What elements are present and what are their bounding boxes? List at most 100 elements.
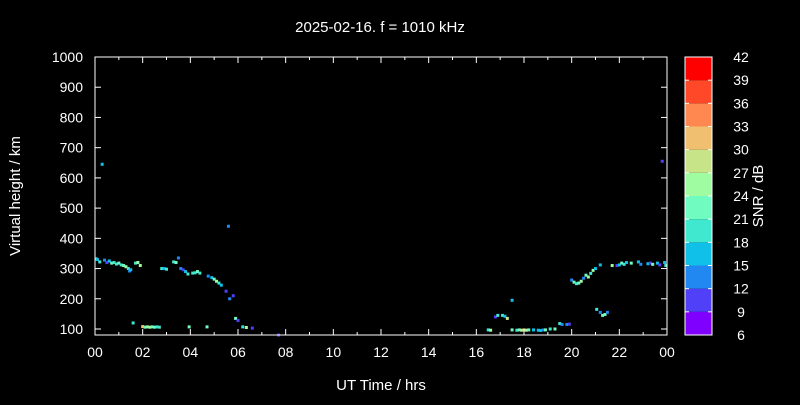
y-tick-label: 1000 xyxy=(52,49,83,65)
data-point xyxy=(586,275,590,279)
data-point xyxy=(153,325,157,329)
data-points xyxy=(94,159,668,337)
data-point xyxy=(155,325,159,329)
colorbar-tick-label: 21 xyxy=(733,211,749,227)
data-point xyxy=(172,260,176,264)
colorbar-bin xyxy=(685,288,712,312)
data-point xyxy=(622,262,626,266)
data-point xyxy=(157,325,161,329)
colorbar-tick-label: 15 xyxy=(733,258,749,274)
data-point xyxy=(95,257,99,261)
colorbar-bin xyxy=(685,126,712,150)
x-tick-label: 00 xyxy=(87,344,103,360)
data-point xyxy=(577,281,581,285)
data-point xyxy=(236,319,240,323)
x-tick-label: 10 xyxy=(326,344,342,360)
data-point xyxy=(520,328,524,332)
data-point xyxy=(505,316,509,320)
colorbar-tick-label: 33 xyxy=(733,119,749,135)
data-point xyxy=(639,262,643,266)
data-point xyxy=(620,261,624,265)
colorbar-bin xyxy=(685,57,712,81)
data-point xyxy=(193,271,197,275)
data-point xyxy=(150,325,154,329)
data-point xyxy=(187,325,191,329)
data-point xyxy=(510,298,514,302)
colorbar-bin xyxy=(685,219,712,243)
x-tick-label: 00 xyxy=(659,344,675,360)
y-tick-label: 800 xyxy=(60,109,84,125)
data-point xyxy=(117,261,121,265)
colorbar-tick-label: 9 xyxy=(737,304,745,320)
data-point xyxy=(250,326,254,330)
data-point xyxy=(179,267,183,271)
data-point xyxy=(184,270,188,274)
data-point xyxy=(103,258,107,262)
data-point xyxy=(651,262,655,266)
data-point xyxy=(658,263,662,267)
data-point xyxy=(503,314,507,318)
data-point xyxy=(228,297,232,301)
data-point xyxy=(595,307,599,311)
data-point xyxy=(145,325,149,329)
data-point xyxy=(594,267,597,271)
colorbar-bin xyxy=(685,242,712,266)
x-tick-label: 04 xyxy=(183,344,199,360)
data-point xyxy=(598,310,602,314)
chart-title: 2025-02-16. f = 1010 kHz xyxy=(295,19,465,36)
data-point xyxy=(579,279,583,283)
x-tick-label: 12 xyxy=(373,344,389,360)
data-point xyxy=(624,261,628,265)
data-point xyxy=(636,260,640,264)
colorbar-tick-label: 27 xyxy=(733,165,749,181)
data-point xyxy=(493,315,497,319)
data-point xyxy=(589,271,593,275)
x-tick-label: 06 xyxy=(230,344,246,360)
data-point xyxy=(244,325,248,329)
data-point xyxy=(582,276,586,280)
x-tick-label: 02 xyxy=(135,344,151,360)
colorbar-bin xyxy=(685,149,712,173)
data-point xyxy=(195,270,199,274)
data-point xyxy=(486,328,490,332)
data-point xyxy=(489,328,493,332)
x-tick-label: 14 xyxy=(421,344,437,360)
x-axis-label: UT Time / hrs xyxy=(336,377,426,394)
data-point xyxy=(615,264,619,268)
data-point xyxy=(532,328,536,332)
data-point xyxy=(536,328,540,332)
y-tick-label: 500 xyxy=(60,200,84,216)
data-point xyxy=(527,328,531,332)
data-point xyxy=(572,280,576,284)
data-point xyxy=(148,325,152,329)
data-point xyxy=(212,277,216,281)
data-point xyxy=(224,289,228,293)
data-point xyxy=(126,267,130,271)
data-point xyxy=(131,321,135,325)
data-point xyxy=(560,322,564,326)
data-point xyxy=(124,265,128,269)
colorbar-bin xyxy=(685,196,712,220)
data-point xyxy=(565,322,569,326)
colorbar-tick-label: 6 xyxy=(737,327,745,343)
colorbar-tick-label: 30 xyxy=(733,142,749,158)
data-point xyxy=(524,328,528,332)
data-point xyxy=(553,327,557,331)
data-point xyxy=(541,328,545,332)
data-point xyxy=(110,261,114,265)
data-point xyxy=(176,256,180,260)
colorbar-bin xyxy=(685,172,712,196)
data-point xyxy=(143,325,147,329)
y-tick-label: 200 xyxy=(60,291,84,307)
data-point xyxy=(591,268,595,272)
x-tick-label: 16 xyxy=(469,344,485,360)
data-point xyxy=(664,264,668,268)
data-point xyxy=(610,264,614,268)
data-point xyxy=(501,313,505,317)
data-point xyxy=(517,328,521,332)
data-point xyxy=(112,261,116,265)
y-tick-label: 700 xyxy=(60,140,84,156)
data-point xyxy=(138,264,142,268)
y-tick-label: 400 xyxy=(60,230,84,246)
x-tick-label: 18 xyxy=(516,344,532,360)
